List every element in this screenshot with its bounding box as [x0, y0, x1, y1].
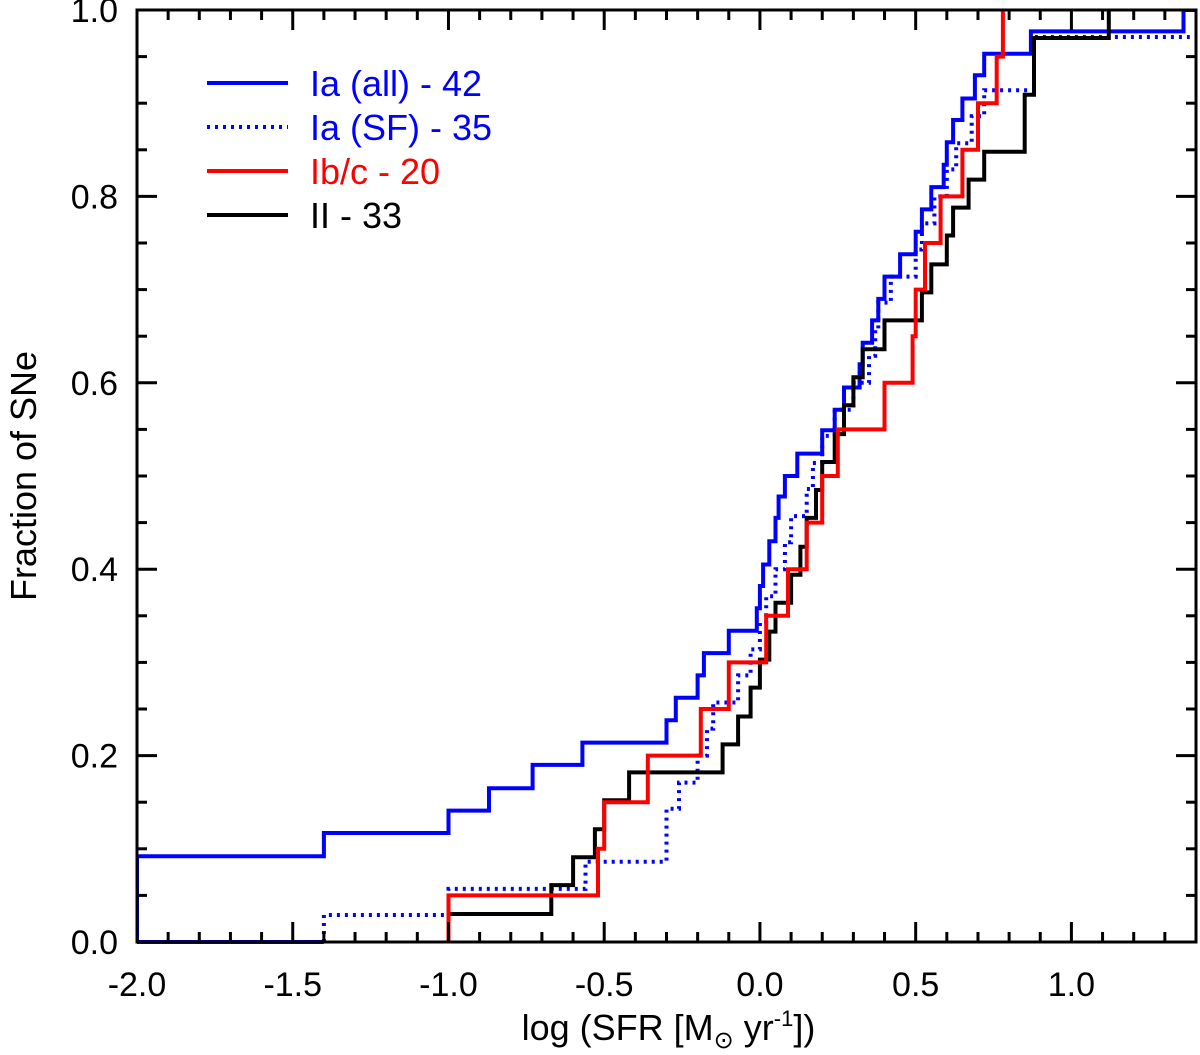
x-title-superscript: -1 — [774, 1006, 794, 1031]
x-tick-label: -1.5 — [263, 966, 322, 1004]
series-line-3 — [446, 10, 1111, 942]
y-tick-label: 0.2 — [71, 738, 118, 776]
x-title-middle: yr — [734, 1007, 774, 1048]
x-tick-label: -1.0 — [419, 966, 478, 1004]
legend-label-2: Ib/c - 20 — [310, 151, 440, 192]
x-tick-label: 1.0 — [1048, 966, 1095, 1004]
y-tick-label: 1.0 — [71, 0, 118, 30]
y-tick-label: 0.6 — [71, 365, 118, 403]
x-title-suffix: ]) — [793, 1007, 815, 1048]
x-title-sun-symbol: ⊙ — [714, 1027, 734, 1054]
x-tick-label: -2.0 — [108, 966, 167, 1004]
legend-label-1: Ia (SF) - 35 — [310, 107, 492, 148]
y-tick-labels: 0.0 0.2 0.4 0.6 0.8 1.0 — [71, 0, 118, 962]
legend-label-0: Ia (all) - 42 — [310, 63, 482, 104]
y-tick-label: 0.4 — [71, 551, 118, 589]
plot-frame — [135, 8, 1198, 944]
x-title-prefix: log (SFR [M — [522, 1007, 714, 1048]
x-tick-label: 0.5 — [892, 966, 939, 1004]
series-layer — [137, 10, 1196, 944]
y-axis-title: Fraction of SNe — [3, 351, 44, 601]
legend-label-3: II - 33 — [310, 195, 402, 236]
series-line-0 — [137, 10, 1196, 942]
x-tick-label: -0.5 — [575, 966, 634, 1004]
x-axis-title: log (SFR [M⊙ yr-1]) — [522, 1006, 816, 1054]
ticks-layer — [135, 8, 1198, 944]
y-tick-label: 0.0 — [71, 924, 118, 962]
x-tick-labels: -2.0 -1.5 -1.0 -0.5 0.0 0.5 1.0 — [108, 966, 1095, 1004]
y-tick-label: 0.8 — [71, 178, 118, 216]
series-line-2 — [446, 10, 1005, 942]
x-tick-label: 0.0 — [736, 966, 783, 1004]
series-line-1 — [321, 35, 1190, 942]
